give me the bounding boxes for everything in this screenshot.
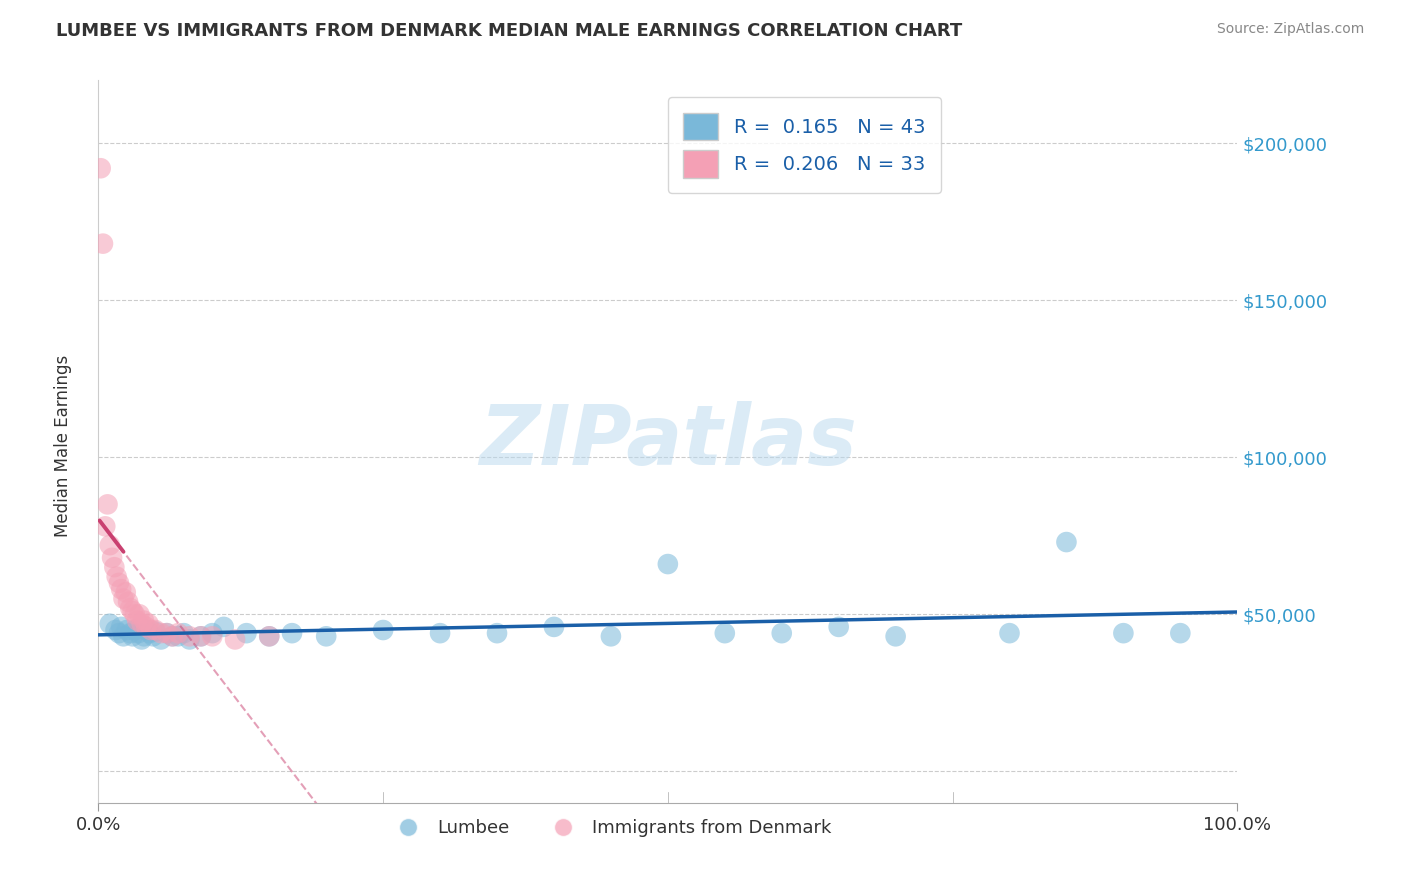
Point xyxy=(543,620,565,634)
Point xyxy=(190,629,212,643)
Point xyxy=(429,626,451,640)
Point xyxy=(486,626,509,640)
Point xyxy=(114,585,136,599)
Point xyxy=(94,519,117,533)
Point xyxy=(131,616,153,631)
Point xyxy=(127,626,149,640)
Point xyxy=(135,623,157,637)
Point xyxy=(104,623,127,637)
Point xyxy=(117,595,139,609)
Point xyxy=(138,616,160,631)
Point xyxy=(1054,535,1078,549)
Point xyxy=(657,557,679,571)
Point xyxy=(124,623,146,637)
Point xyxy=(156,626,179,640)
Point xyxy=(112,591,135,606)
Point xyxy=(371,623,394,637)
Point xyxy=(115,623,138,637)
Point xyxy=(212,620,235,634)
Point xyxy=(259,629,281,643)
Point xyxy=(120,626,142,640)
Text: Source: ZipAtlas.com: Source: ZipAtlas.com xyxy=(1216,22,1364,37)
Point xyxy=(281,626,304,640)
Point xyxy=(98,616,121,631)
Point xyxy=(201,626,224,640)
Point xyxy=(138,626,160,640)
Legend: Lumbee, Immigrants from Denmark: Lumbee, Immigrants from Denmark xyxy=(382,812,839,845)
Point xyxy=(145,624,167,639)
Point xyxy=(139,623,162,637)
Point xyxy=(127,614,149,628)
Point xyxy=(179,629,201,643)
Point xyxy=(162,629,184,643)
Point xyxy=(124,607,146,622)
Point xyxy=(91,236,114,251)
Point xyxy=(156,626,179,640)
Point xyxy=(98,538,121,552)
Point xyxy=(201,629,224,643)
Point xyxy=(142,629,165,643)
Point xyxy=(828,620,851,634)
Point xyxy=(1112,626,1135,640)
Point xyxy=(145,623,167,637)
Text: ZIPatlas: ZIPatlas xyxy=(479,401,856,482)
Point xyxy=(235,626,257,640)
Point xyxy=(167,629,190,643)
Point xyxy=(714,626,737,640)
Point xyxy=(131,632,153,647)
Text: LUMBEE VS IMMIGRANTS FROM DENMARK MEDIAN MALE EARNINGS CORRELATION CHART: LUMBEE VS IMMIGRANTS FROM DENMARK MEDIAN… xyxy=(56,22,963,40)
Point xyxy=(1170,626,1192,640)
Point xyxy=(110,582,132,597)
Point xyxy=(998,626,1021,640)
Point xyxy=(135,620,157,634)
Point xyxy=(121,629,143,643)
Point xyxy=(600,629,623,643)
Point xyxy=(315,629,337,643)
Point xyxy=(121,604,143,618)
Point xyxy=(108,626,131,640)
Point xyxy=(96,497,118,511)
Point xyxy=(112,629,135,643)
Point xyxy=(101,550,124,565)
Point xyxy=(132,614,155,628)
Point xyxy=(259,629,281,643)
Point xyxy=(108,575,131,590)
Text: Median Male Earnings: Median Male Earnings xyxy=(55,355,72,537)
Point xyxy=(150,632,173,647)
Point xyxy=(120,601,142,615)
Point xyxy=(179,632,201,647)
Point xyxy=(150,626,173,640)
Point xyxy=(162,629,184,643)
Point xyxy=(132,629,155,643)
Point xyxy=(128,607,150,622)
Point xyxy=(190,629,212,643)
Point xyxy=(167,626,190,640)
Point xyxy=(90,161,112,176)
Point xyxy=(173,626,195,640)
Point xyxy=(224,632,246,647)
Point xyxy=(105,569,128,583)
Point xyxy=(103,560,125,574)
Point xyxy=(884,629,907,643)
Point xyxy=(110,620,132,634)
Point xyxy=(770,626,793,640)
